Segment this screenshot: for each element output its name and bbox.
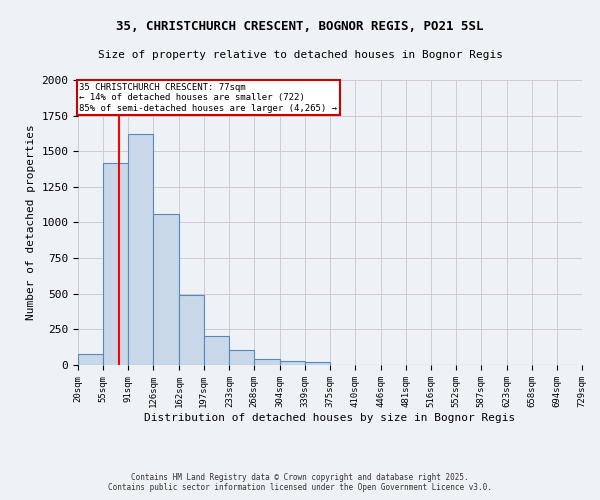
Bar [103,162,128,365]
Bar [78,354,103,365]
Bar [280,360,305,365]
Y-axis label: Number of detached properties: Number of detached properties [26,124,36,320]
Text: 35, CHRISTCHURCH CRESCENT, BOGNOR REGIS, PO21 5SL: 35, CHRISTCHURCH CRESCENT, BOGNOR REGIS,… [116,20,484,33]
Text: Contains HM Land Registry data © Crown copyright and database right 2025.
Contai: Contains HM Land Registry data © Crown c… [108,473,492,492]
X-axis label: Distribution of detached houses by size in Bognor Regis: Distribution of detached houses by size … [145,412,515,422]
Text: 35 CHRISTCHURCH CRESCENT: 77sqm
← 14% of detached houses are smaller (722)
85% o: 35 CHRISTCHURCH CRESCENT: 77sqm ← 14% of… [79,83,337,112]
Bar [254,360,280,365]
Bar [305,362,331,365]
Text: Size of property relative to detached houses in Bognor Regis: Size of property relative to detached ho… [97,50,503,60]
Bar [154,214,179,365]
Bar [128,134,154,365]
Bar [204,336,229,365]
Bar [229,350,254,365]
Bar [179,295,204,365]
